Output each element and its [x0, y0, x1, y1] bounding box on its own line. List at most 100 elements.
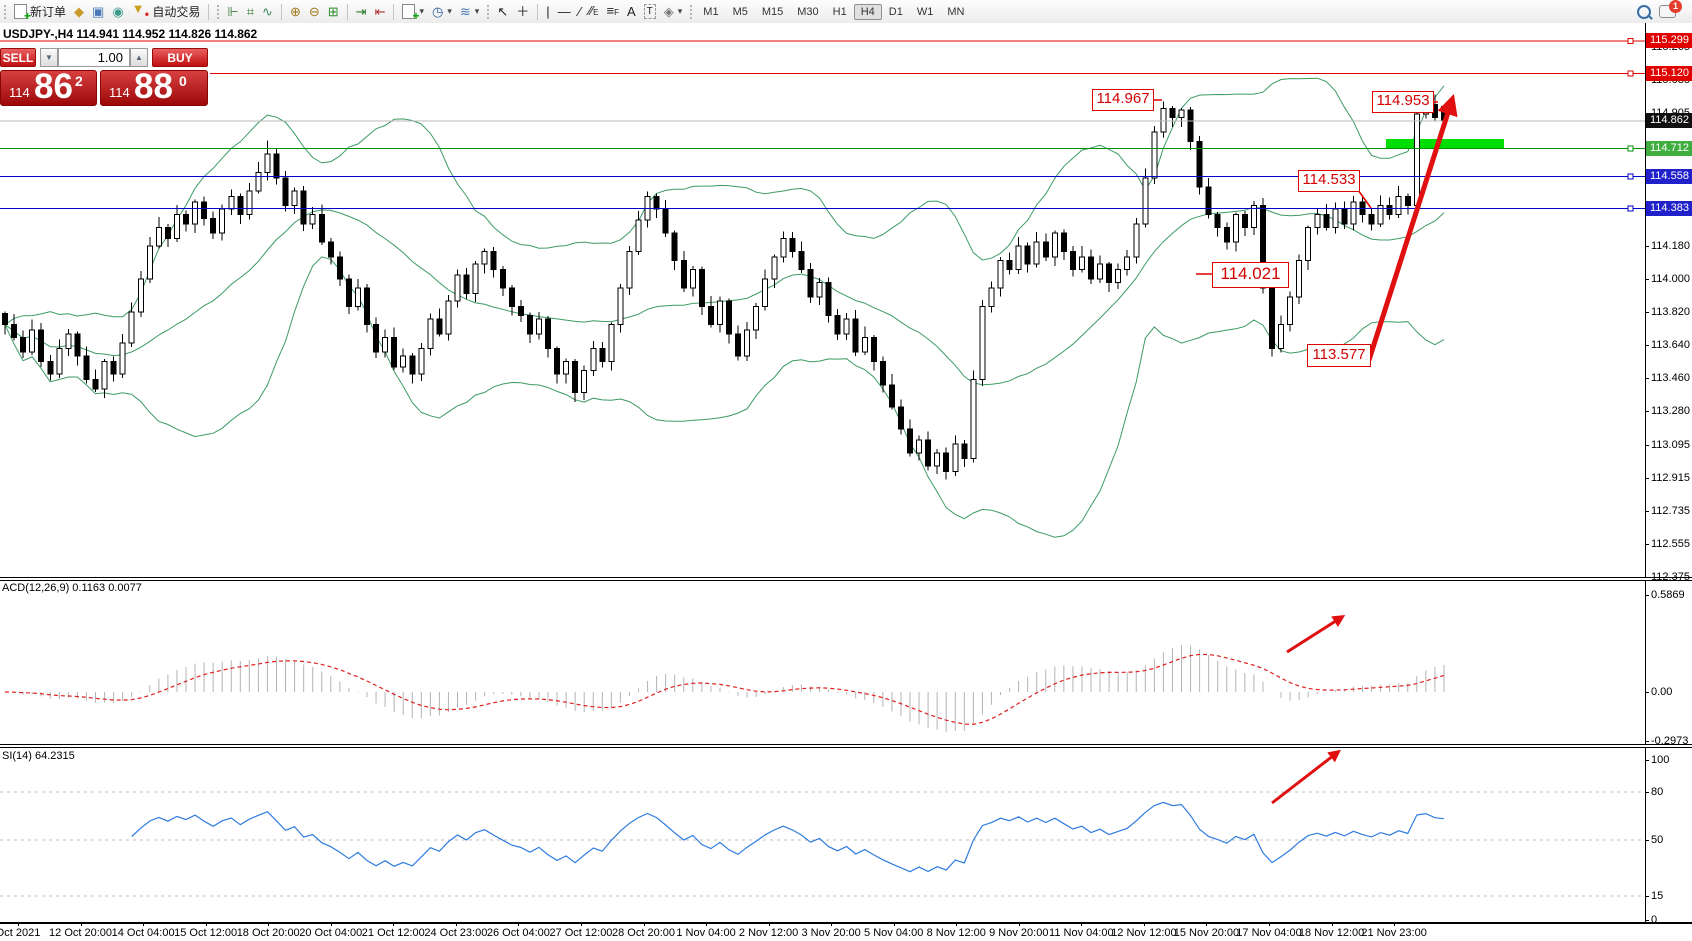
chart-canvas[interactable] — [0, 23, 1692, 941]
horizontal-line-button[interactable]: ― — [554, 2, 575, 22]
price-annotation[interactable]: 114.953 — [1372, 91, 1434, 113]
terminal-icon: ▣ — [92, 4, 105, 19]
fibonacci-icon: ≡F — [606, 3, 619, 18]
notifications-button[interactable]: 1 — [1655, 0, 1682, 22]
trend-arrow[interactable] — [1271, 749, 1341, 805]
time-tick-mark — [1331, 922, 1333, 926]
panel-divider-macd[interactable] — [0, 577, 1692, 581]
trend-arrow[interactable] — [1366, 93, 1458, 361]
trade-terminal-button[interactable]: ▣ — [88, 2, 108, 22]
candlestick-chart-button[interactable]: ⌗ — [243, 2, 258, 22]
time-tick-label: 18 Nov 12:00 — [1298, 927, 1365, 939]
tf-m5-button[interactable]: M5 — [732, 5, 748, 18]
new-order-button[interactable]: 新订单 — [10, 2, 70, 23]
search-button[interactable] — [1633, 2, 1655, 22]
chart-window: USDJPY-,H4 114.941 114.952 114.826 114.8… — [0, 23, 1692, 941]
tf-m1-button[interactable]: M1 — [703, 5, 719, 18]
price-tick: 113.640 — [1651, 338, 1690, 351]
line-chart-button[interactable]: ∿ — [258, 2, 277, 22]
zoom-in-button[interactable]: ⊕ — [286, 2, 305, 22]
price-level-label: 114.558 — [1646, 169, 1692, 185]
price-annotation[interactable]: 114.533 — [1298, 170, 1360, 192]
buy-button[interactable]: BUY — [152, 48, 208, 67]
tf-m15-button[interactable]: M15 — [761, 5, 784, 18]
time-tick-mark — [1269, 922, 1270, 926]
zoom-in-icon: ⊕ — [289, 4, 301, 19]
ask-price-pip: 0 — [179, 73, 187, 89]
time-tick-mark — [1143, 922, 1145, 926]
panel-divider-rsi[interactable] — [0, 744, 1692, 748]
vertical-line-button[interactable]: | — [542, 2, 553, 22]
ask-price-main: 88 — [134, 67, 173, 106]
line-handle[interactable] — [1627, 70, 1634, 77]
depth-button[interactable]: ◆ — [70, 2, 88, 22]
sell-button[interactable]: SELL — [0, 48, 36, 67]
line-handle[interactable] — [1627, 37, 1634, 44]
tf-mn-button[interactable]: MN — [947, 5, 965, 18]
cursor-button[interactable]: ↖ — [493, 2, 512, 22]
time-tick-mark — [831, 922, 833, 926]
period-button[interactable]: ◷ ▾ — [428, 2, 456, 22]
signal-icon: ◉ — [112, 4, 124, 19]
volume-input[interactable] — [58, 48, 130, 67]
candlestick-icon: ⌗ — [246, 4, 255, 19]
line-handle[interactable] — [1627, 145, 1634, 152]
auto-trading-button[interactable]: ▼● 自动交易 — [128, 2, 205, 22]
new-order-icon — [14, 4, 31, 23]
shapes-button[interactable]: ◈ ▾ — [660, 2, 687, 22]
volume-increase-button[interactable]: ▲ — [130, 48, 148, 67]
bar-chart-button[interactable]: ⊩ — [223, 2, 242, 22]
rsi-plot — [0, 791, 1645, 897]
tf-d1-button[interactable]: D1 — [888, 5, 903, 18]
line-handle[interactable] — [1627, 173, 1634, 180]
tf-h1-button[interactable]: H1 — [832, 5, 847, 18]
time-tick-mark — [1394, 922, 1396, 926]
price-annotation[interactable]: 113.577 — [1307, 344, 1371, 367]
time-tick-mark — [768, 922, 770, 926]
crosshair-button[interactable]: ＋ — [512, 2, 533, 22]
volume-decrease-button[interactable]: ▼ — [40, 48, 58, 67]
drawn-arrows[interactable] — [1152, 93, 1458, 805]
ask-quote-button[interactable]: 114 88 0 — [100, 67, 208, 106]
horizontal-lines[interactable] — [0, 37, 1645, 212]
time-tick-label: 24 Oct 23:00 — [424, 927, 488, 939]
toolbar-separator — [208, 3, 210, 20]
new-chart-button[interactable]: ▾ — [398, 2, 428, 23]
tf-w1-button[interactable]: W1 — [916, 5, 934, 18]
time-tick-label: 27 Oct 12:00 — [549, 927, 613, 939]
chart-shift-button[interactable]: ⇤ — [371, 2, 390, 22]
zoom-out-button[interactable]: ⊖ — [305, 2, 324, 22]
price-tick-mark — [1645, 576, 1649, 578]
trendline-button[interactable]: ∕ — [575, 2, 585, 22]
trend-arrow[interactable] — [1286, 614, 1346, 654]
indicators-button[interactable]: ≋ ▾ — [456, 2, 483, 22]
indicators-icon: ≋ — [459, 4, 471, 19]
equidistant-channel-icon: ∕∕E — [588, 3, 599, 18]
price-tick-mark — [1645, 278, 1649, 280]
price-annotation[interactable]: 114.021 — [1212, 262, 1289, 288]
tf-m30-button[interactable]: M30 — [797, 5, 819, 18]
time-tick-label: 8 Nov 12:00 — [926, 927, 986, 939]
tf-h4-button[interactable]: H4 — [853, 3, 882, 20]
line-chart-icon: ∿ — [262, 4, 273, 19]
time-tick-label: 1 Nov 04:00 — [676, 927, 736, 939]
signals-button[interactable]: ◉ — [108, 2, 127, 22]
time-tick-mark — [330, 922, 332, 926]
price-tick: 113.280 — [1651, 404, 1690, 417]
text-label-button[interactable]: T — [640, 2, 660, 22]
time-tick-mark — [143, 922, 145, 926]
text-button[interactable]: A — [623, 2, 640, 22]
bid-quote-button[interactable]: 114 86 2 — [0, 67, 97, 106]
price-annotation[interactable]: 114.967 — [1092, 89, 1154, 111]
price-tick-mark — [1645, 344, 1649, 346]
fibonacci-button[interactable]: ≡F — [603, 2, 623, 22]
toolbar-grip — [690, 4, 693, 19]
time-tick-label: 5 Nov 04:00 — [864, 927, 924, 939]
rsi-tick: 50 — [1651, 834, 1664, 846]
auto-scroll-button[interactable]: ⇥ — [352, 2, 371, 22]
tile-windows-button[interactable]: ⊞ — [324, 2, 343, 22]
highlight-zone[interactable] — [1386, 139, 1504, 149]
channel-button[interactable]: ∕∕E — [585, 2, 603, 22]
price-tick: 113.820 — [1651, 305, 1690, 318]
line-handle[interactable] — [1627, 205, 1634, 212]
